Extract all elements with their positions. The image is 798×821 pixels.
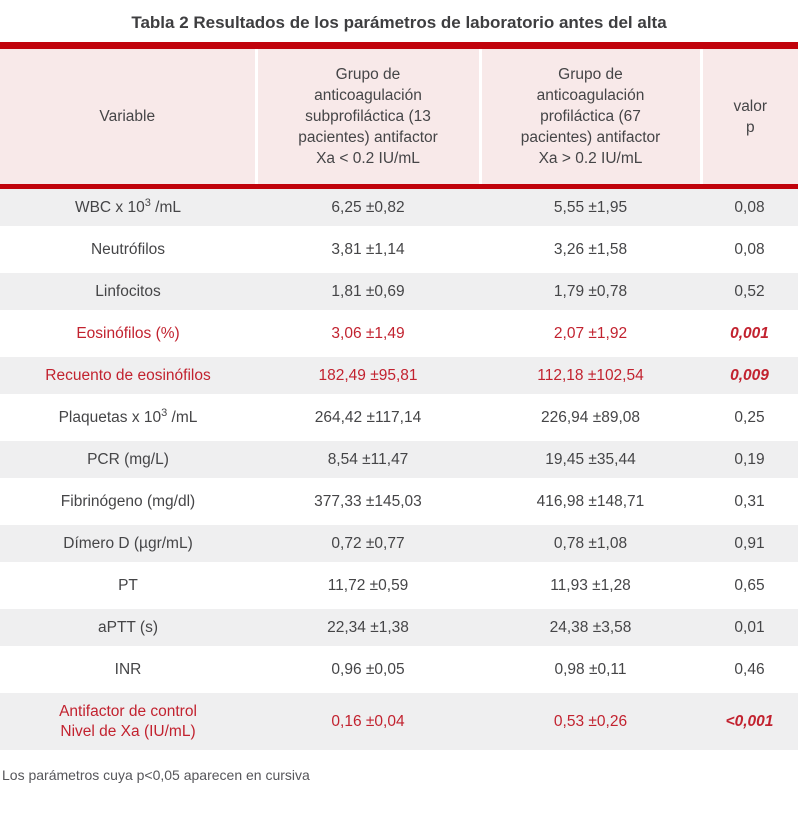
table-row-aptt: aPTT (s) 22,34 ±1,38 24,38 ±3,58 0,01 <box>0 606 798 651</box>
header-row: Variable Grupo de anticoagulación subpro… <box>0 42 798 189</box>
p-value: 0,08 <box>701 228 798 273</box>
table-row-eosinofilos-pct: Eosinófilos (%) 3,06 ±1,49 2,07 ±1,92 0,… <box>0 312 798 357</box>
p-value: 0,19 <box>701 438 798 483</box>
table-row-pt: PT 11,72 ±0,59 11,93 ±1,28 0,65 <box>0 564 798 609</box>
column-header-variable: Variable <box>0 42 256 189</box>
variable-cell: WBC x 103 /mL <box>0 186 256 231</box>
variable-cell: Recuento de eosinófilos <box>0 354 256 399</box>
table-row-neutrofilos: Neutrófilos 3,81 ±1,14 3,26 ±1,58 0,08 <box>0 228 798 273</box>
table-body: WBC x 103 /mL 6,25 ±0,82 5,55 ±1,95 0,08… <box>0 186 798 755</box>
group2-value: 112,18 ±102,54 <box>480 354 701 399</box>
group2-value: 2,07 ±1,92 <box>480 312 701 357</box>
column-header-pvalue: valor p <box>699 42 798 189</box>
p-value: <0,001 <box>701 690 798 755</box>
p-value: 0,25 <box>701 396 798 441</box>
p-value: 0,01 <box>701 606 798 651</box>
p-value: 0,65 <box>701 564 798 609</box>
group2-value: 5,55 ±1,95 <box>480 186 701 231</box>
variable-cell: INR <box>0 648 256 693</box>
p-value: 0,009 <box>701 354 798 399</box>
table-row-pcr: PCR (mg/L) 8,54 ±11,47 19,45 ±35,44 0,19 <box>0 438 798 483</box>
group2-value: 1,79 ±0,78 <box>480 270 701 315</box>
group1-value: 1,81 ±0,69 <box>256 270 480 315</box>
group2-value: 19,45 ±35,44 <box>480 438 701 483</box>
variable-cell: PT <box>0 564 256 609</box>
table-row-antifactor-xa: Antifactor de control Nivel de Xa (IU/mL)… <box>0 690 798 755</box>
column-header-group1: Grupo de anticoagulación subprofiláctica… <box>254 42 480 189</box>
variable-cell: Plaquetas x 103 /mL <box>0 396 256 441</box>
variable-cell: aPTT (s) <box>0 606 256 651</box>
group1-value: 6,25 ±0,82 <box>256 186 480 231</box>
group1-value: 377,33 ±145,03 <box>256 480 480 525</box>
group2-value: 3,26 ±1,58 <box>480 228 701 273</box>
variable-cell: Dímero D (µgr/mL) <box>0 522 256 567</box>
variable-cell: Fibrinógeno (mg/dl) <box>0 480 256 525</box>
group1-value: 0,96 ±0,05 <box>256 648 480 693</box>
group2-value: 416,98 ±148,71 <box>480 480 701 525</box>
lab-results-table: Variable Grupo de anticoagulación subpro… <box>0 42 798 755</box>
table-row-dimero-d: Dímero D (µgr/mL) 0,72 ±0,77 0,78 ±1,08 … <box>0 522 798 567</box>
group1-value: 0,72 ±0,77 <box>256 522 480 567</box>
table-footnote: Los parámetros cuya p<0,05 aparecen en c… <box>2 767 310 783</box>
group2-value: 24,38 ±3,58 <box>480 606 701 651</box>
group1-value: 182,49 ±95,81 <box>256 354 480 399</box>
p-value: 0,001 <box>701 312 798 357</box>
group1-value: 11,72 ±0,59 <box>256 564 480 609</box>
group1-value: 0,16 ±0,04 <box>256 690 480 755</box>
variable-cell: PCR (mg/L) <box>0 438 256 483</box>
group1-value: 8,54 ±11,47 <box>256 438 480 483</box>
group1-value: 22,34 ±1,38 <box>256 606 480 651</box>
group2-value: 0,98 ±0,11 <box>480 648 701 693</box>
table-row-fibrinogeno: Fibrinógeno (mg/dl) 377,33 ±145,03 416,9… <box>0 480 798 525</box>
variable-cell: Neutrófilos <box>0 228 256 273</box>
group2-value: 0,78 ±1,08 <box>480 522 701 567</box>
table-row-inr: INR 0,96 ±0,05 0,98 ±0,11 0,46 <box>0 648 798 693</box>
group2-value: 0,53 ±0,26 <box>480 690 701 755</box>
table-row-linfocitos: Linfocitos 1,81 ±0,69 1,79 ±0,78 0,52 <box>0 270 798 315</box>
table-row-recuento-eosinofilos: Recuento de eosinófilos 182,49 ±95,81 11… <box>0 354 798 399</box>
table-row-wbc: WBC x 103 /mL 6,25 ±0,82 5,55 ±1,95 0,08 <box>0 186 798 231</box>
table-row-plaquetas: Plaquetas x 103 /mL 264,42 ±117,14 226,9… <box>0 396 798 441</box>
p-value: 0,91 <box>701 522 798 567</box>
group1-value: 3,81 ±1,14 <box>256 228 480 273</box>
p-value: 0,08 <box>701 186 798 231</box>
table-header: Variable Grupo de anticoagulación subpro… <box>0 42 798 189</box>
variable-cell: Linfocitos <box>0 270 256 315</box>
variable-cell: Antifactor de control Nivel de Xa (IU/mL) <box>0 690 256 755</box>
table-title: Tabla 2 Resultados de los parámetros de … <box>131 13 667 32</box>
group2-value: 11,93 ±1,28 <box>480 564 701 609</box>
group1-value: 3,06 ±1,49 <box>256 312 480 357</box>
p-value: 0,31 <box>701 480 798 525</box>
p-value: 0,46 <box>701 648 798 693</box>
group1-value: 264,42 ±117,14 <box>256 396 480 441</box>
p-value: 0,52 <box>701 270 798 315</box>
column-header-group2: Grupo de anticoagulación profiláctica (6… <box>478 42 701 189</box>
variable-cell: Eosinófilos (%) <box>0 312 256 357</box>
group2-value: 226,94 ±89,08 <box>480 396 701 441</box>
